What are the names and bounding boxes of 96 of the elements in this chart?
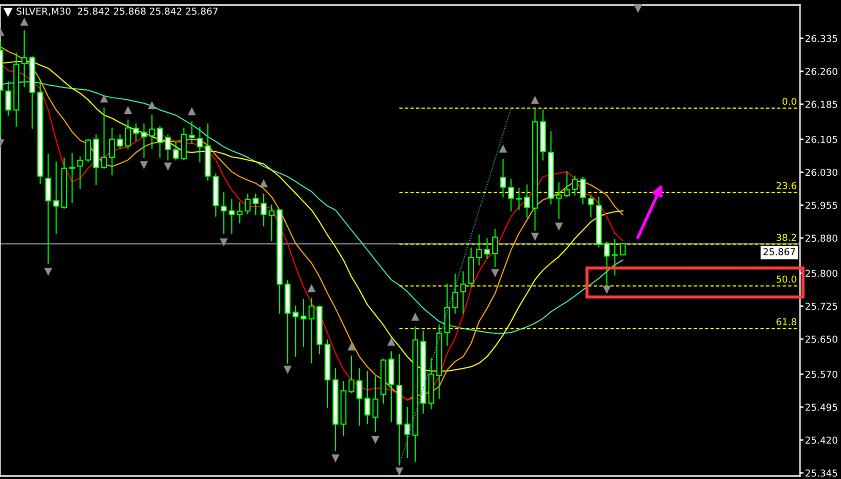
point bbox=[347, 342, 356, 351]
candlestick bbox=[292, 306, 299, 357]
point bbox=[100, 94, 108, 103]
point bbox=[371, 436, 380, 444]
series-label: 0.0 bbox=[782, 98, 796, 105]
candlestick bbox=[156, 126, 163, 158]
point bbox=[44, 268, 52, 276]
point bbox=[499, 144, 508, 153]
candlestick bbox=[53, 162, 60, 234]
point bbox=[331, 454, 340, 462]
y-tick-label: 25.495 bbox=[806, 404, 838, 411]
candlestick bbox=[188, 121, 195, 144]
candlestick bbox=[252, 194, 259, 215]
candlestick bbox=[236, 202, 243, 224]
candlestick bbox=[516, 188, 522, 210]
y-tick-label: 25.955 bbox=[806, 202, 838, 209]
y-tick-label: 25.880 bbox=[806, 234, 838, 242]
ref-line-label: 25.867 bbox=[763, 248, 796, 256]
candlestick bbox=[500, 158, 506, 198]
y-tick-label: 25.420 bbox=[806, 436, 838, 444]
candlestick bbox=[164, 134, 171, 161]
point bbox=[220, 238, 228, 247]
candlestick bbox=[109, 128, 115, 176]
chart-title: SILVER,M30 25.842 25.868 25.842 25.867 bbox=[16, 8, 218, 16]
candlestick bbox=[612, 238, 618, 276]
candlestick bbox=[564, 171, 570, 198]
candlestick bbox=[484, 238, 490, 259]
candlestick bbox=[85, 138, 92, 162]
y-tick-label: 25.345 bbox=[806, 470, 838, 477]
candlestick bbox=[228, 198, 235, 234]
candlestick bbox=[172, 140, 179, 161]
candlestick bbox=[244, 194, 251, 214]
candlestick bbox=[364, 370, 370, 424]
candlestick bbox=[141, 123, 147, 158]
candlestick bbox=[117, 134, 123, 150]
candlestick bbox=[69, 152, 76, 204]
point bbox=[164, 162, 172, 171]
series-label: 38.2 bbox=[776, 234, 796, 242]
candlestick bbox=[21, 30, 28, 88]
point bbox=[602, 286, 611, 294]
point bbox=[554, 222, 563, 231]
series-label: 50.0 bbox=[776, 276, 796, 283]
y-tick-label: 25.725 bbox=[806, 302, 838, 310]
candlestick bbox=[460, 271, 466, 314]
point bbox=[188, 107, 196, 116]
candlestick bbox=[220, 192, 227, 234]
point bbox=[260, 179, 268, 188]
series-label: 61.8 bbox=[776, 318, 796, 326]
point bbox=[387, 338, 396, 346]
candlestick bbox=[620, 242, 626, 256]
candlestick bbox=[5, 81, 12, 116]
point bbox=[124, 106, 132, 114]
candlestick bbox=[133, 123, 139, 141]
y-tick-label: 26.335 bbox=[806, 34, 838, 42]
candlestick bbox=[588, 195, 594, 218]
candlestick bbox=[268, 204, 275, 242]
y-tick-label: 26.260 bbox=[806, 68, 838, 76]
y-tick-label: 25.570 bbox=[806, 370, 838, 378]
candlestick bbox=[508, 178, 514, 212]
point bbox=[530, 96, 540, 104]
candlestick bbox=[260, 194, 267, 226]
candlestick bbox=[77, 156, 84, 190]
series-label: 23.6 bbox=[776, 182, 796, 190]
candlestick bbox=[372, 376, 378, 432]
point bbox=[20, 18, 28, 26]
point bbox=[530, 232, 540, 241]
y-tick-label: 26.105 bbox=[806, 136, 838, 144]
candlestick bbox=[101, 108, 108, 169]
candlestick bbox=[492, 228, 498, 268]
candlestick bbox=[300, 298, 307, 348]
candlestick bbox=[476, 234, 482, 266]
point bbox=[140, 161, 148, 170]
point bbox=[491, 269, 500, 278]
candlestick bbox=[452, 274, 458, 314]
point bbox=[148, 101, 156, 110]
candlestick bbox=[196, 126, 203, 162]
y-tick-label: 25.800 bbox=[806, 270, 838, 277]
candlestick bbox=[556, 182, 562, 219]
candlestick bbox=[148, 114, 155, 150]
point bbox=[411, 312, 420, 321]
candlestick bbox=[580, 176, 586, 204]
y-tick-label: 25.650 bbox=[806, 336, 838, 343]
candlestick bbox=[45, 154, 52, 264]
candlestick bbox=[404, 406, 410, 458]
candlestick bbox=[125, 119, 131, 150]
point bbox=[307, 284, 316, 292]
candlestick bbox=[524, 184, 530, 218]
y-tick-label: 26.185 bbox=[806, 100, 838, 108]
candlestick bbox=[356, 368, 362, 426]
candlestick bbox=[604, 242, 610, 285]
candlestick bbox=[572, 176, 578, 196]
point bbox=[284, 366, 292, 374]
y-tick-label: 26.030 bbox=[806, 168, 838, 176]
point bbox=[395, 468, 404, 476]
candlestick bbox=[308, 298, 314, 364]
candlestick bbox=[348, 356, 354, 394]
